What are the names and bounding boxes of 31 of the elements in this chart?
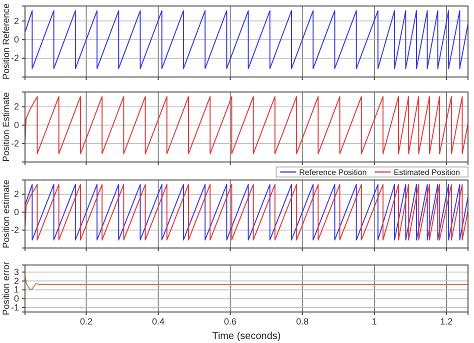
line-series: [24, 184, 468, 240]
y-axis-title: Position estimate: [1, 180, 11, 248]
y-tick-label: 2: [14, 16, 19, 26]
y-tick-label: -2: [10, 138, 19, 148]
y-axis-title: Position Reference: [1, 3, 11, 80]
y-tick-label: 0: [14, 34, 19, 45]
y-tick-label: -2: [10, 53, 19, 64]
x-tick-label: 0.8: [296, 316, 309, 326]
y-tick-label: 0: [14, 120, 19, 130]
y-tick-label: 2: [14, 189, 19, 200]
x-tick-label: 0.2: [80, 316, 92, 326]
x-axis-title: Time (seconds): [212, 331, 281, 342]
x-tick-label: 0.4: [152, 316, 165, 326]
y-axis-title: Position error: [1, 262, 11, 316]
y-tick-label: -1: [10, 302, 19, 312]
x-tick-label: 0.6: [224, 316, 237, 326]
x-tick-label: 1: [372, 316, 377, 326]
y-tick-label: 2: [14, 102, 19, 112]
y-axis-title: Position Estimate: [1, 92, 11, 162]
y-tick-label: 0: [14, 207, 19, 218]
line-series: [24, 96, 468, 154]
legend-label: Reference Position: [299, 168, 367, 177]
legend-label: Estimated Position: [394, 168, 460, 177]
line-series: [24, 10, 468, 70]
y-tick-label: 2: [14, 276, 19, 286]
y-tick-label: 0: [14, 294, 19, 304]
y-tick-label: -2: [10, 224, 19, 235]
x-tick-label: 1.2: [440, 316, 453, 326]
y-tick-label: 1: [14, 284, 19, 295]
line-series: [24, 276, 468, 290]
y-tick-label: 3: [14, 266, 19, 277]
